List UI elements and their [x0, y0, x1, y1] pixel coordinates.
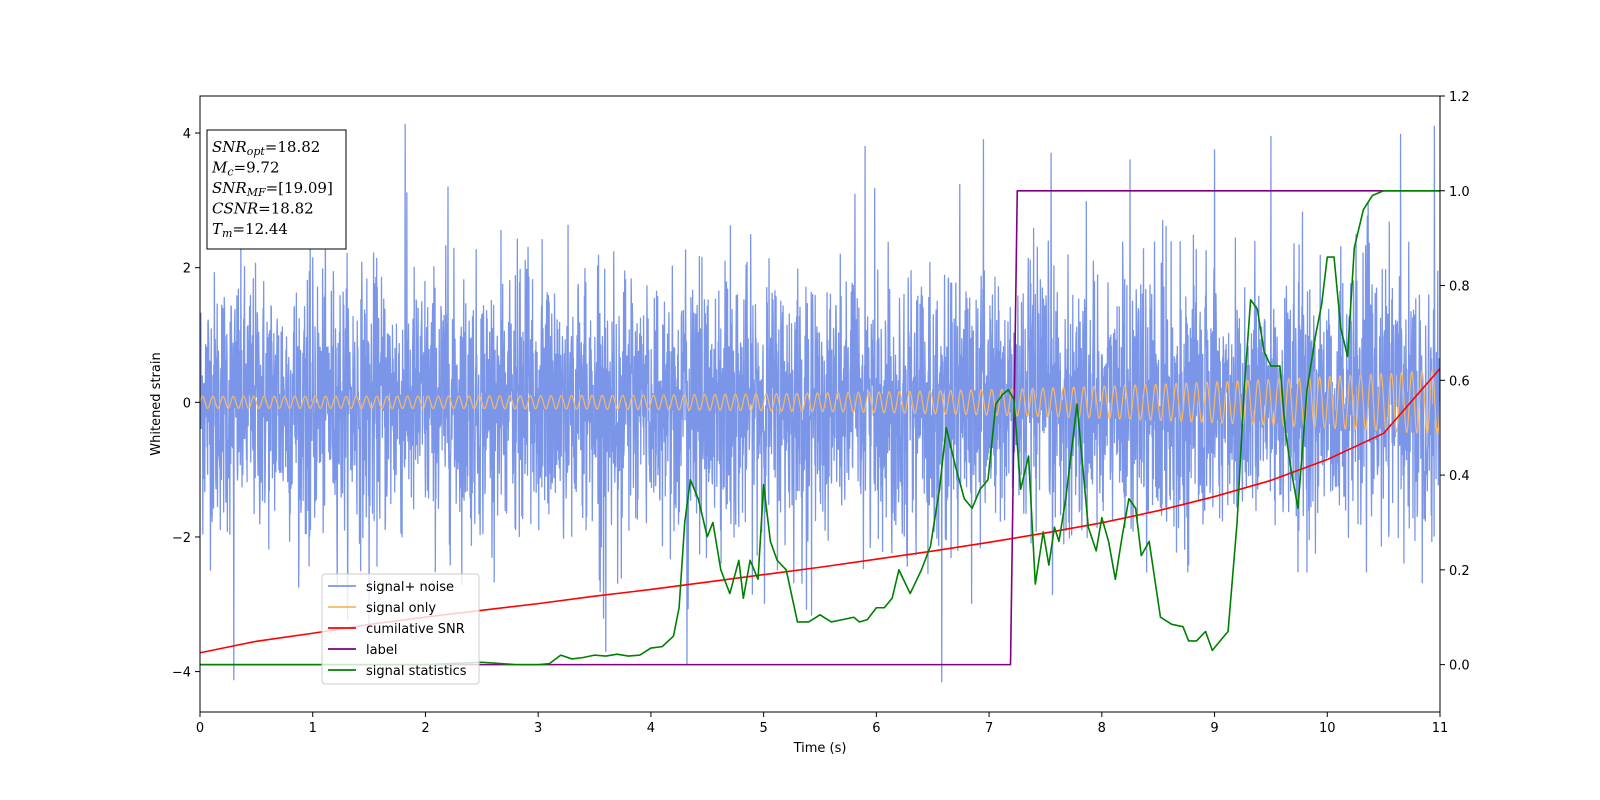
stats-value: =18.82 — [265, 138, 321, 156]
y-tick-label: 2 — [183, 262, 191, 277]
y2-tick-label: 0.4 — [1449, 469, 1470, 484]
y2-tick-label: 0.8 — [1449, 280, 1470, 295]
x-tick-label: 1 — [309, 721, 317, 736]
y2-tick-label: 1.0 — [1449, 185, 1470, 200]
legend-frame — [321, 573, 480, 685]
y2-tick-label: 1.2 — [1449, 90, 1470, 105]
legend: signal+ noise signal only cumilative SNR la… — [321, 573, 480, 685]
series-line-label — [200, 189, 1440, 666]
stats-line: SNRMF=[19.09] — [212, 179, 333, 199]
stats-box-frame — [206, 129, 347, 250]
legend-label: label — [366, 643, 397, 658]
x-tick-label: 10 — [1319, 721, 1336, 736]
y2-tick-label: 0.0 — [1449, 659, 1470, 674]
stats-symbol: SNR — [212, 179, 247, 197]
stats-line: SNRopt=18.82 — [212, 138, 320, 158]
y-tick-label: 0 — [183, 396, 191, 411]
stats-line: CSNR=18.82 — [212, 200, 314, 218]
stats-symbol: M — [211, 159, 228, 177]
y2-tick-label: 0.6 — [1449, 374, 1470, 389]
stats-symbol: T — [212, 220, 223, 238]
y-tick-label: 4 — [183, 127, 191, 142]
stats-symbol: CSNR — [212, 200, 258, 218]
stats-symbol: SNR — [212, 138, 247, 156]
stats-subscript: opt — [247, 145, 266, 158]
legend-label: signal statistics — [366, 664, 467, 679]
x-tick-label: 0 — [196, 721, 204, 736]
stats-value: =12.44 — [232, 220, 288, 238]
x-tick-label: 11 — [1432, 721, 1449, 736]
y-tick-label: −2 — [172, 531, 191, 546]
plot-frame — [199, 95, 1441, 713]
x-tick-label: 8 — [1098, 721, 1106, 736]
y2-tick-label: 0.2 — [1449, 564, 1470, 579]
x-tick-label: 5 — [759, 721, 767, 736]
y-tick-label: −4 — [172, 666, 191, 681]
stats-subscript: c — [227, 166, 233, 179]
x-tick-label: 3 — [534, 721, 542, 736]
series-line-signal-noise — [200, 123, 1440, 683]
legend-label: cumilative SNR — [366, 622, 465, 637]
x-tick-label: 7 — [985, 721, 993, 736]
stats-value: =18.82 — [258, 200, 314, 218]
stats-line: Tm=12.44 — [212, 220, 288, 240]
legend-label: signal+ noise — [366, 580, 454, 595]
legend-label: signal only — [366, 601, 436, 616]
y-axis-label: Whitened strain — [149, 352, 164, 455]
stats-box: SNRopt=18.82Mc=9.72SNRMF=[19.09]CSNR=18.… — [206, 129, 347, 250]
x-tick-label: 4 — [647, 721, 655, 736]
stats-value: =[19.09] — [266, 179, 333, 197]
stats-subscript: MF — [246, 186, 266, 199]
x-tick-label: 9 — [1210, 721, 1218, 736]
axes: 0 1 2 3 4 5 6 7 8 9 10 11 −4 −2 0 2 4 0.0 0.2 0.4 0.6 0.8 1.0 1… — [172, 90, 1470, 736]
series-line-signal-statistics — [200, 189, 1440, 666]
series-line-signal-only — [200, 370, 1440, 436]
x-axis-label: Time (s) — [793, 741, 847, 756]
stats-value: =9.72 — [234, 159, 280, 177]
x-tick-label: 2 — [421, 721, 429, 736]
stats-line: Mc=9.72 — [211, 159, 280, 179]
stats-subscript: m — [222, 227, 232, 240]
x-tick-label: 6 — [872, 721, 880, 736]
